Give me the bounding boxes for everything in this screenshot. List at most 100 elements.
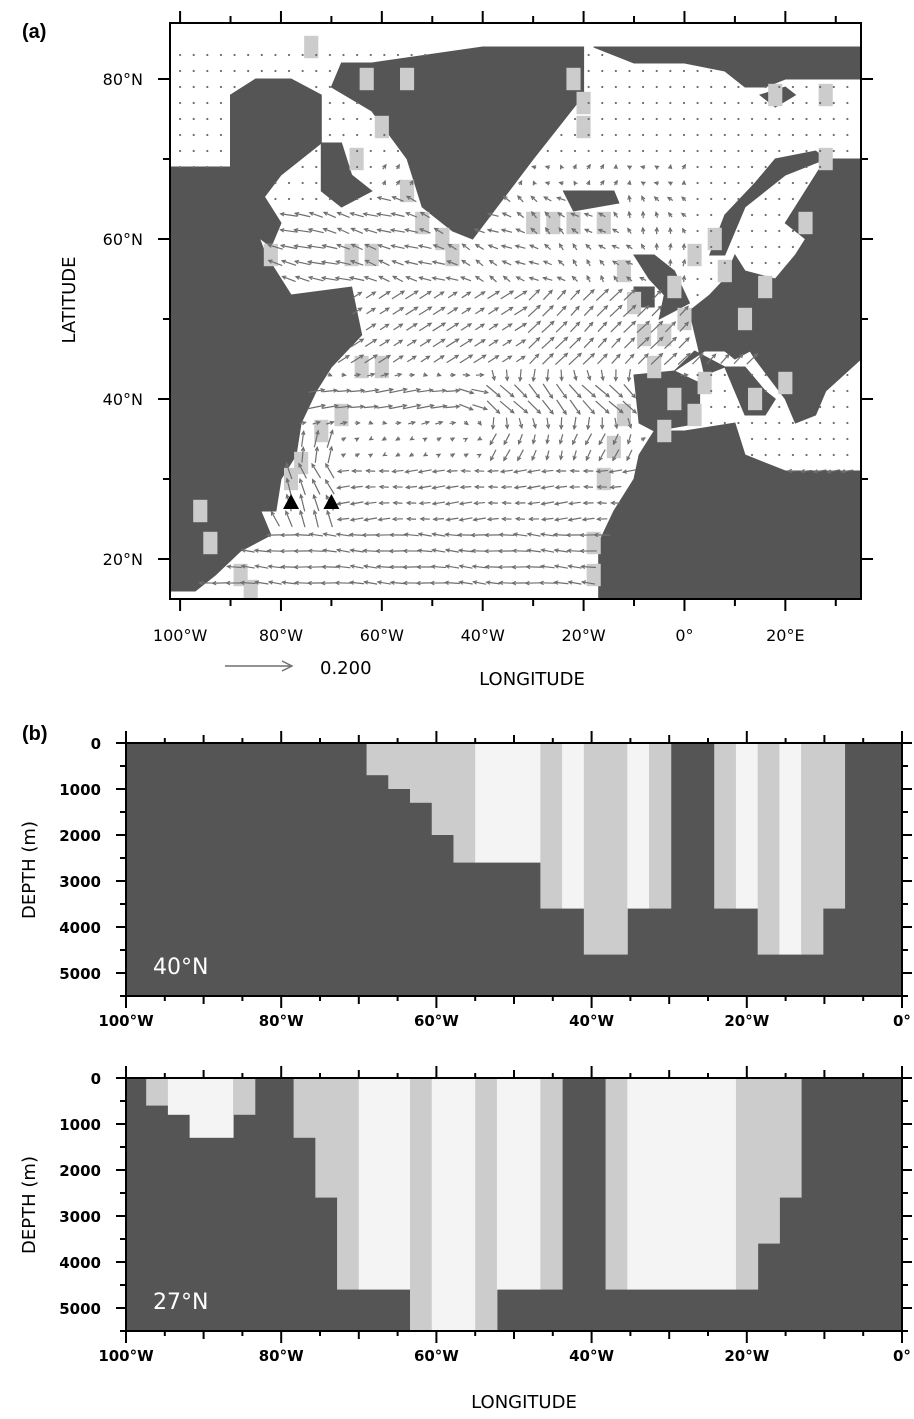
vector-arrow-head — [378, 275, 384, 280]
vector-dot — [287, 53, 291, 57]
map-y-tick-labels: 20°N40°N60°N80°N — [103, 70, 143, 569]
vector-arrow — [364, 581, 378, 585]
vector-arrow-head — [581, 517, 587, 522]
vector-dot — [723, 181, 726, 185]
vector-arrow — [490, 449, 497, 461]
vector-arrow-head — [617, 304, 623, 310]
vector-arrow — [405, 290, 419, 300]
vector-dot — [655, 69, 658, 73]
coast-cell — [203, 531, 218, 555]
vector-arrow-head — [514, 516, 521, 522]
vector-arrow-head — [467, 323, 473, 328]
vector-arrow — [350, 354, 364, 364]
vector-arrow-head — [556, 196, 562, 201]
vector-dot — [778, 261, 781, 265]
vector-dot — [356, 101, 359, 105]
vector-arrow-head — [684, 305, 689, 311]
vector-arrow-head — [544, 181, 550, 186]
vector-arrow-head — [320, 260, 326, 265]
vector-dot — [178, 133, 182, 137]
vector-arrow-head — [465, 372, 471, 378]
vector-dot — [805, 453, 808, 457]
vector-arrow-head — [585, 243, 591, 249]
vector-arrow-head — [585, 456, 590, 462]
vector-arrow-head — [573, 180, 578, 186]
vector-arrow — [569, 399, 581, 415]
vector-arrow-head — [417, 532, 423, 537]
vector-arrow-head — [586, 375, 592, 382]
vector-dot — [219, 149, 223, 153]
vector-arrow-head — [656, 289, 662, 295]
vector-dot — [614, 85, 617, 89]
vector-dot — [206, 53, 209, 57]
vector-arrow — [546, 417, 550, 429]
vector-dot — [737, 85, 740, 89]
coast-cell — [566, 67, 581, 91]
vector-arrow-head — [324, 478, 330, 484]
vector-arrow — [294, 245, 312, 249]
vector-arrow — [418, 261, 432, 265]
vector-arrow-head — [280, 259, 287, 264]
vector-dot — [696, 229, 699, 233]
vector-arrow-head — [439, 291, 445, 296]
vector-arrow-head — [503, 440, 508, 446]
coast-cell — [667, 387, 682, 411]
vector-arrow — [527, 549, 542, 553]
vector-arrow — [570, 321, 580, 333]
vector-dot — [846, 133, 849, 137]
vector-arrow-head — [590, 409, 596, 415]
vector-arrow — [555, 485, 568, 489]
vector-arrow — [487, 213, 499, 217]
vector-arrow-head — [542, 276, 548, 281]
vector-dot — [274, 197, 277, 201]
vector-arrow — [505, 369, 508, 381]
vector-arrow — [517, 211, 525, 219]
vector-arrow-head — [364, 243, 370, 248]
ocean-column — [779, 743, 802, 955]
vector-arrow-head — [534, 353, 540, 359]
vector-arrow-head — [198, 580, 204, 586]
vector-arrow-head — [640, 181, 646, 186]
vector-arrow — [418, 485, 432, 489]
vector-arrow-head — [621, 469, 628, 474]
vector-arrow-head — [582, 484, 589, 490]
vector-arrow-head — [308, 532, 314, 537]
vector-arrow — [445, 405, 460, 409]
vector-arrow-head — [363, 275, 369, 281]
vector-arrow-head — [418, 500, 424, 506]
vector-dot — [315, 85, 318, 89]
vector-arrow — [459, 403, 474, 411]
vector-arrow — [514, 485, 527, 489]
vector-arrow-head — [402, 387, 408, 393]
vector-arrow-head — [463, 420, 469, 426]
vector-dot — [287, 197, 291, 201]
vector-arrow-head — [582, 468, 588, 474]
vector-arrow-head — [518, 423, 524, 430]
vector-arrow — [546, 450, 550, 460]
vector-dot — [764, 373, 767, 377]
vector-arrow-head — [413, 290, 419, 295]
coast-cell — [263, 243, 278, 267]
vector-arrow — [570, 212, 580, 218]
vector-arrow — [503, 449, 511, 461]
vector-arrow-head — [522, 290, 528, 295]
vector-dot — [737, 245, 740, 249]
vector-arrow — [555, 352, 568, 366]
vector-dot — [723, 373, 726, 377]
vector-arrow-head — [576, 336, 582, 342]
vector-arrow-head — [573, 375, 578, 382]
coast-cell — [657, 323, 672, 347]
vector-arrow-head — [455, 388, 461, 393]
vector-arrow — [555, 517, 568, 521]
vector-dot — [723, 389, 726, 393]
vector-arrow — [300, 431, 305, 447]
vector-arrow-head — [240, 564, 246, 569]
coast-cell — [415, 211, 430, 235]
vector-arrow-head — [540, 485, 546, 490]
vector-arrow — [365, 259, 377, 267]
vector-arrow — [322, 244, 338, 250]
vector-dot — [750, 373, 754, 377]
vector-arrow-head — [477, 420, 482, 426]
vector-dot — [791, 421, 795, 425]
vector-arrow — [557, 197, 566, 201]
